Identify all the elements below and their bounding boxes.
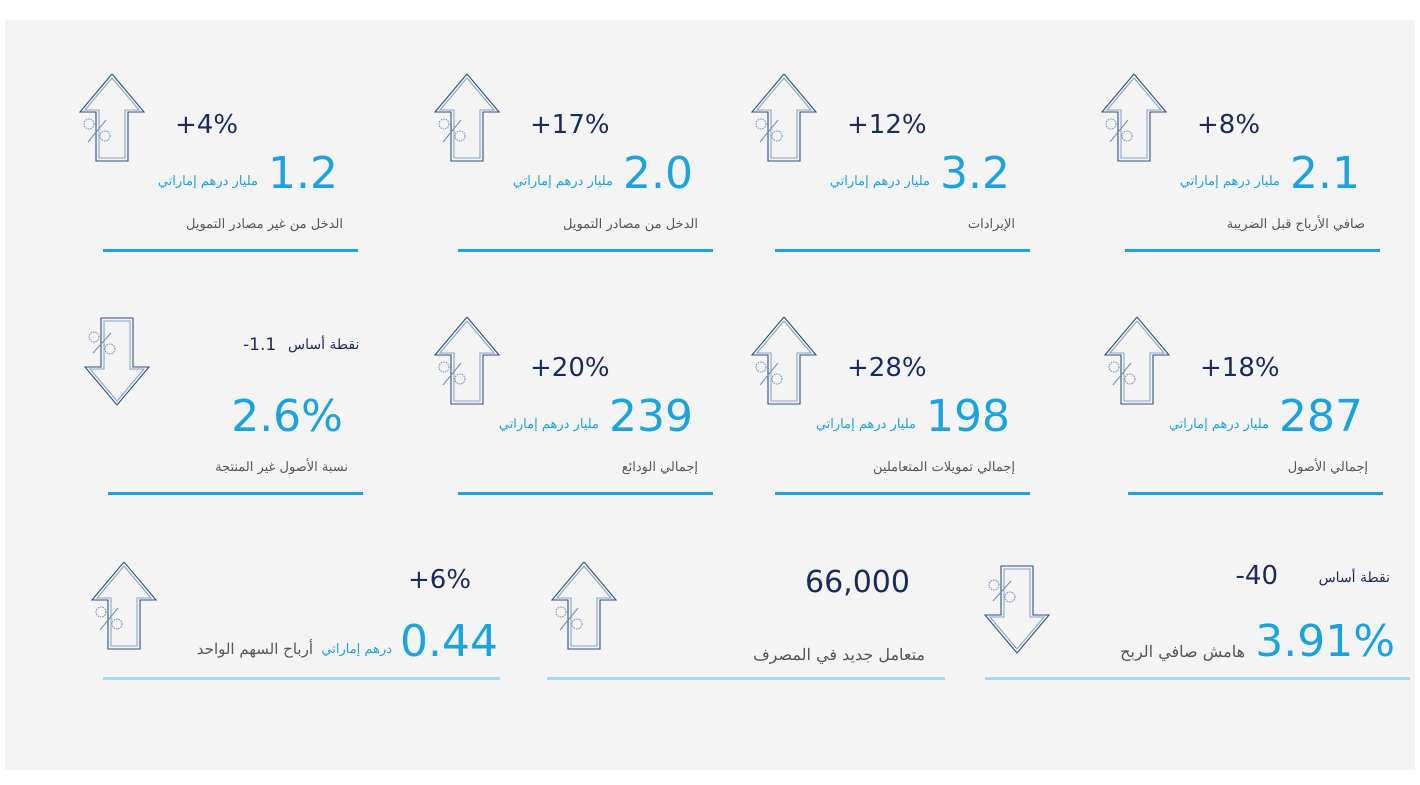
underline [985,677,1410,680]
change: +12% [847,110,927,140]
change: +6% [408,565,472,595]
unit: درهم إماراتي [321,642,392,657]
kpi-value: 3.2 [940,148,1010,199]
kpi-value: 3.91% [1255,616,1395,667]
kpi-label: الإيرادات [967,217,1015,232]
change-value: -1.1 [243,335,277,355]
unit: مليار درهم إماراتي [498,417,599,432]
change: +17% [530,110,610,140]
arrow-icon [983,565,1051,654]
change-value: -40 [1235,561,1278,591]
kpi-value: 1.2 [268,148,338,199]
kpi-value: 198 [926,391,1010,442]
change: +28% [847,353,927,383]
underline [103,249,358,252]
kpi-label: هامش صافي الربح [1120,642,1245,661]
unit: مليار درهم إماراتي [829,174,930,189]
unit: مليار درهم إماراتي [512,174,613,189]
unit: مليار درهم إماراتي [1168,417,1269,432]
change-unit: نقطة أساس [288,337,360,353]
arrow-icon [750,316,818,405]
arrow-icon [90,561,158,650]
underline [775,492,1030,495]
kpi-label: نسبة الأصول غير المنتجة [215,460,348,475]
arrow-icon [433,316,501,405]
kpi-value: 239 [609,391,693,442]
underline [458,249,713,252]
kpi-label: أرباح السهم الواحد [196,640,313,658]
arrow-icon [83,317,151,406]
kpi-label: صافي الأرباح قبل الضريبة [1226,217,1365,232]
arrow-icon [550,561,618,650]
unit: مليار درهم إماراتي [1179,174,1280,189]
arrow-icon [433,73,501,162]
underline [103,677,500,680]
kpi-label: متعامل جديد في المصرف [753,645,925,664]
underline [108,492,363,495]
arrow-icon [78,73,146,162]
arrow-icon [1100,73,1168,162]
underline [1125,249,1380,252]
change: +8% [1197,110,1261,140]
kpi-label: إجمالي الأصول [1287,460,1368,475]
kpi-value: 2.1 [1290,148,1360,199]
unit: مليار درهم إماراتي [157,174,258,189]
unit: مليار درهم إماراتي [815,417,916,432]
change-unit: نقطة أساس [1318,570,1390,586]
panel [5,20,1415,770]
arrow-icon [1103,316,1171,405]
underline [458,492,713,495]
kpi-label: الدخل من مصادر التمويل [563,217,698,232]
kpi-label: إجمالي تمويلات المتعاملين [873,460,1015,475]
underline [775,249,1030,252]
kpi-value: 2.0 [623,148,693,199]
underline [547,677,945,680]
kpi-value: 287 [1279,391,1363,442]
kpi-value: 66,000 [805,565,910,600]
kpi-label: الدخل من غير مصادر التمويل [185,217,343,232]
kpi-label: إجمالي الودائع [621,460,698,475]
kpi-value: 0.44 [400,616,498,667]
change: +4% [175,110,239,140]
change: +20% [530,353,610,383]
arrow-icon [750,73,818,162]
underline [1128,492,1383,495]
change: +18% [1200,353,1280,383]
kpi-value: 2.6% [231,391,343,442]
